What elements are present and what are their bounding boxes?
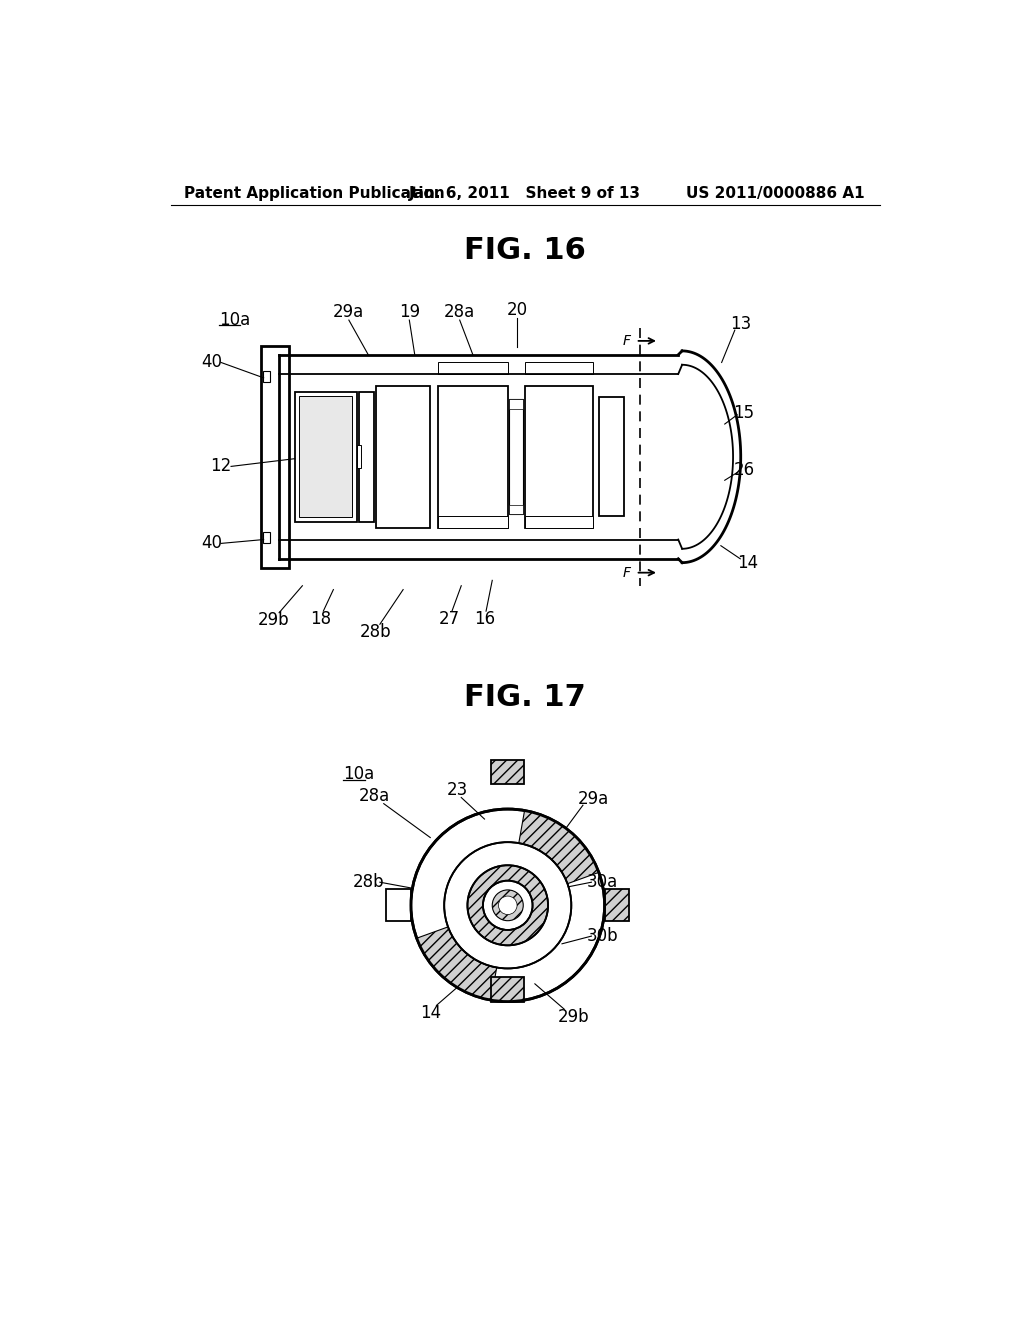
Text: 28a: 28a: [358, 787, 390, 805]
Text: 28a: 28a: [444, 304, 475, 321]
Text: 28b: 28b: [352, 874, 384, 891]
Text: 19: 19: [398, 304, 420, 321]
Bar: [492, 977, 524, 1002]
Text: F: F: [623, 566, 630, 579]
Bar: [524, 385, 593, 528]
Bar: [263, 371, 270, 381]
Wedge shape: [417, 927, 497, 1001]
Circle shape: [467, 866, 548, 945]
Bar: [376, 385, 430, 528]
Bar: [509, 400, 523, 515]
Text: 13: 13: [730, 315, 751, 333]
Bar: [604, 890, 630, 921]
Text: 29b: 29b: [258, 611, 290, 630]
Bar: [438, 363, 508, 374]
Text: 29a: 29a: [578, 791, 608, 808]
Bar: [356, 445, 361, 469]
Circle shape: [499, 896, 517, 915]
Text: Patent Application Publication: Patent Application Publication: [183, 186, 444, 201]
Text: 23: 23: [446, 781, 468, 799]
Bar: [524, 516, 593, 528]
Bar: [509, 506, 523, 515]
Text: 15: 15: [733, 404, 755, 421]
Bar: [599, 397, 624, 516]
Circle shape: [444, 842, 571, 969]
Text: 26: 26: [733, 461, 755, 479]
Bar: [386, 890, 411, 921]
Text: 29b: 29b: [558, 1008, 590, 1026]
Bar: [524, 363, 593, 374]
Text: 27: 27: [439, 610, 460, 628]
Text: FIG. 16: FIG. 16: [464, 236, 586, 265]
Bar: [263, 532, 270, 543]
Text: 29a: 29a: [333, 304, 365, 321]
Text: 12: 12: [210, 458, 231, 475]
Text: 14: 14: [420, 1005, 440, 1022]
Text: 40: 40: [201, 354, 222, 371]
Text: 10a: 10a: [343, 766, 375, 783]
Text: US 2011/0000886 A1: US 2011/0000886 A1: [686, 186, 864, 201]
Text: FIG. 17: FIG. 17: [464, 682, 586, 711]
Text: 14: 14: [737, 553, 759, 572]
Bar: [299, 396, 352, 517]
Bar: [261, 346, 289, 568]
Text: 10a: 10a: [219, 312, 251, 329]
Bar: [359, 392, 375, 521]
Text: 28b: 28b: [360, 623, 392, 642]
Text: 30a: 30a: [587, 874, 617, 891]
Text: 20: 20: [507, 301, 527, 319]
Circle shape: [411, 809, 604, 1002]
Bar: [509, 400, 523, 409]
Circle shape: [483, 880, 532, 929]
Bar: [492, 760, 524, 784]
Wedge shape: [519, 810, 599, 883]
Bar: [438, 385, 508, 528]
Text: 16: 16: [474, 610, 495, 628]
Circle shape: [493, 890, 523, 921]
Bar: [438, 516, 508, 528]
Text: 18: 18: [309, 610, 331, 628]
Text: 40: 40: [201, 535, 222, 552]
Text: F: F: [623, 334, 630, 348]
Text: 30b: 30b: [587, 927, 618, 945]
Bar: [295, 392, 356, 521]
Text: Jan. 6, 2011   Sheet 9 of 13: Jan. 6, 2011 Sheet 9 of 13: [409, 186, 641, 201]
